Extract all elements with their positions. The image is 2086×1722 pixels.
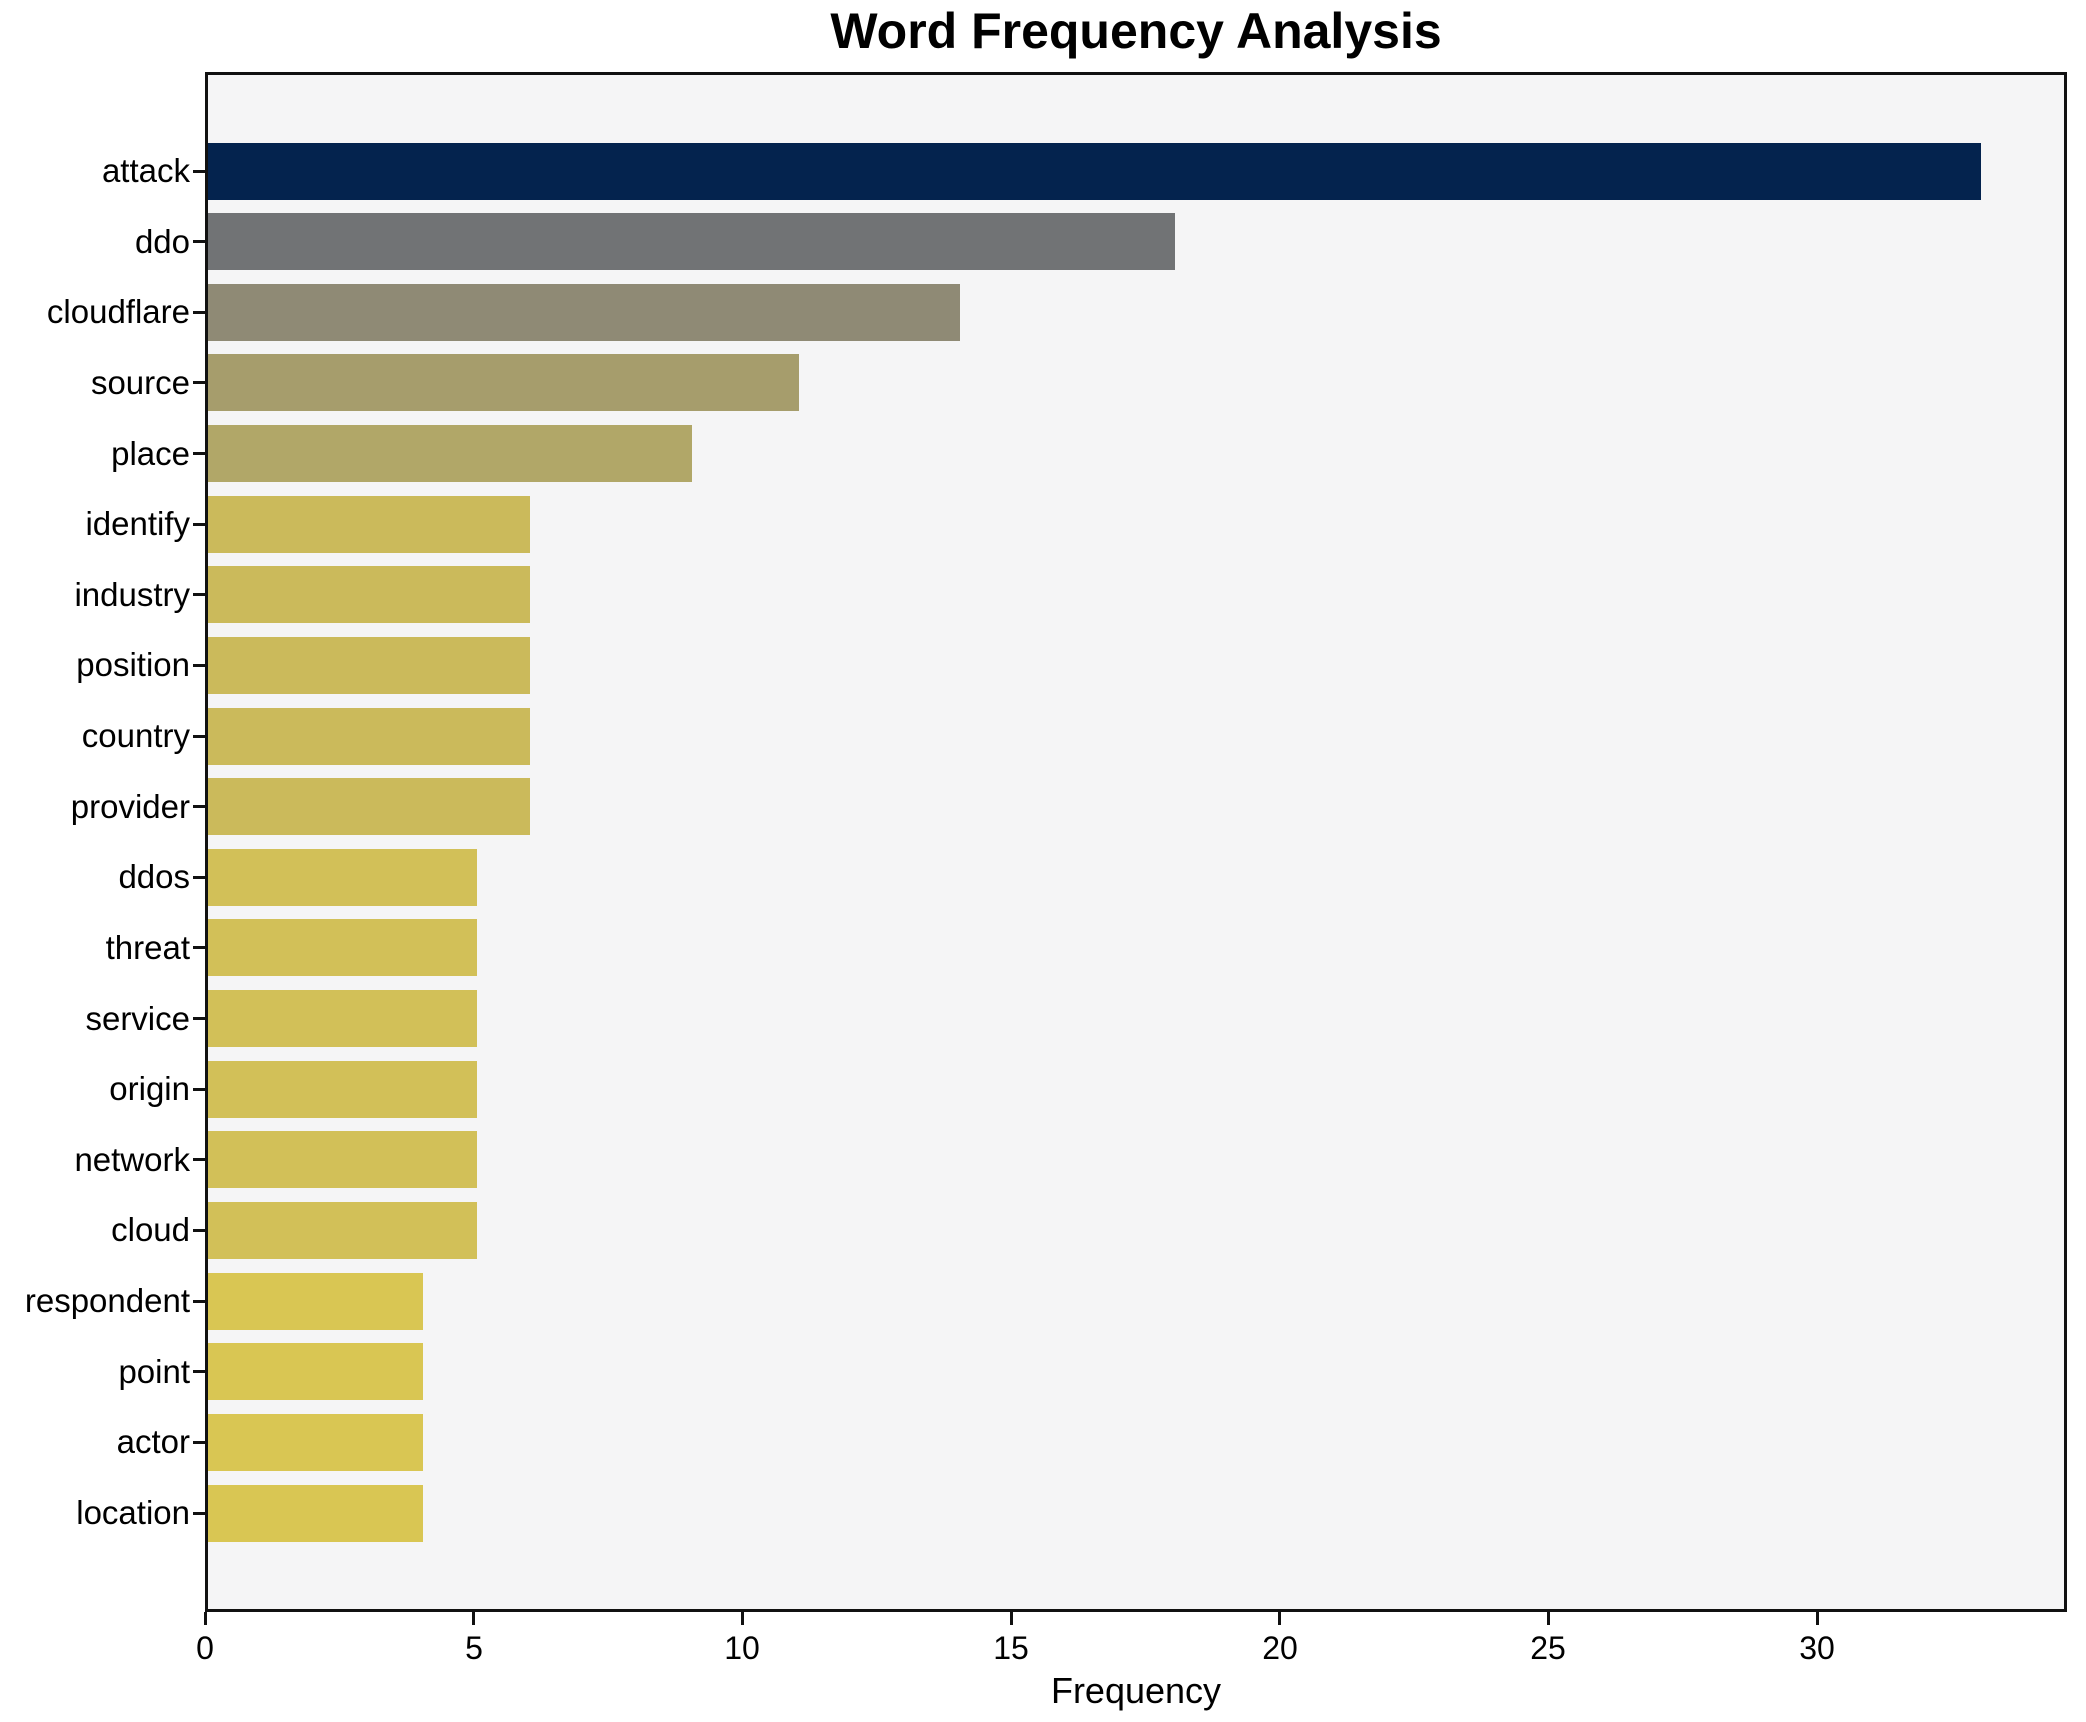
chart-title: Word Frequency Analysis	[830, 3, 1442, 59]
bar-source	[208, 354, 799, 411]
bar-actor	[208, 1414, 423, 1471]
y-tick-mark	[193, 523, 205, 526]
y-tick-label-actor: actor	[116, 1423, 190, 1460]
bar-cloud	[208, 1202, 477, 1259]
y-tick-label-cloud: cloud	[111, 1211, 190, 1248]
y-tick-mark	[193, 593, 205, 596]
y-tick-label-point: point	[118, 1353, 190, 1390]
x-axis-label: Frequency	[1050, 1670, 1222, 1711]
y-tick-label-network: network	[74, 1141, 190, 1178]
y-tick-mark	[193, 664, 205, 667]
bar-position	[208, 637, 530, 694]
y-tick-mark	[193, 1441, 205, 1444]
bar-country	[208, 708, 530, 765]
x-tick-label-10: 10	[724, 1630, 760, 1666]
x-tick-mark	[1278, 1612, 1281, 1625]
y-tick-mark	[193, 170, 205, 173]
x-tick-mark	[472, 1612, 475, 1625]
y-tick-label-ddo: ddo	[134, 223, 190, 260]
bar-industry	[208, 566, 530, 623]
y-tick-label-industry: industry	[74, 576, 190, 613]
bar-place	[208, 425, 692, 482]
y-tick-label-source: source	[90, 364, 190, 401]
x-tick-label-5: 5	[465, 1630, 483, 1666]
y-tick-label-identify: identify	[85, 505, 190, 542]
bar-point	[208, 1343, 423, 1400]
y-tick-label-service: service	[85, 1000, 190, 1037]
y-tick-mark	[193, 1300, 205, 1303]
y-tick-label-cloudflare: cloudflare	[46, 293, 190, 330]
x-tick-mark	[1010, 1612, 1013, 1625]
bar-identify	[208, 496, 530, 553]
x-tick-label-30: 30	[1799, 1630, 1835, 1666]
y-tick-mark	[193, 1017, 205, 1020]
bar-ddos	[208, 849, 477, 906]
y-tick-mark	[193, 876, 205, 879]
y-tick-mark	[193, 805, 205, 808]
y-tick-label-respondent: respondent	[24, 1282, 190, 1319]
y-tick-label-country: country	[81, 717, 190, 754]
y-tick-mark	[193, 946, 205, 949]
bar-network	[208, 1131, 477, 1188]
y-tick-mark	[193, 381, 205, 384]
bar-attack	[208, 143, 1981, 200]
y-tick-mark	[193, 452, 205, 455]
x-tick-label-25: 25	[1530, 1630, 1566, 1666]
x-tick-mark	[204, 1612, 207, 1625]
y-tick-label-origin: origin	[109, 1070, 190, 1107]
y-tick-mark	[193, 1512, 205, 1515]
y-tick-label-place: place	[111, 435, 190, 472]
y-tick-label-location: location	[76, 1494, 190, 1531]
y-tick-mark	[193, 1158, 205, 1161]
x-tick-label-20: 20	[1262, 1630, 1298, 1666]
x-tick-label-15: 15	[993, 1630, 1029, 1666]
y-tick-label-attack: attack	[101, 152, 190, 189]
y-tick-mark	[193, 1370, 205, 1373]
y-tick-mark	[193, 735, 205, 738]
plot-area	[205, 72, 2067, 1612]
bar-service	[208, 990, 477, 1047]
y-tick-mark	[193, 311, 205, 314]
bar-origin	[208, 1061, 477, 1118]
bar-provider	[208, 778, 530, 835]
x-tick-mark	[1816, 1612, 1819, 1625]
bar-threat	[208, 919, 477, 976]
y-tick-label-ddos: ddos	[118, 858, 190, 895]
x-tick-label-0: 0	[196, 1630, 214, 1666]
bar-location	[208, 1485, 423, 1542]
y-tick-mark	[193, 1229, 205, 1232]
y-tick-mark	[193, 240, 205, 243]
x-tick-mark	[741, 1612, 744, 1625]
bar-ddo	[208, 213, 1175, 270]
bar-cloudflare	[208, 284, 960, 341]
bar-respondent	[208, 1273, 423, 1330]
y-tick-label-position: position	[76, 646, 190, 683]
y-tick-label-threat: threat	[105, 929, 190, 966]
y-tick-mark	[193, 1088, 205, 1091]
y-tick-label-provider: provider	[70, 788, 190, 825]
x-tick-mark	[1547, 1612, 1550, 1625]
